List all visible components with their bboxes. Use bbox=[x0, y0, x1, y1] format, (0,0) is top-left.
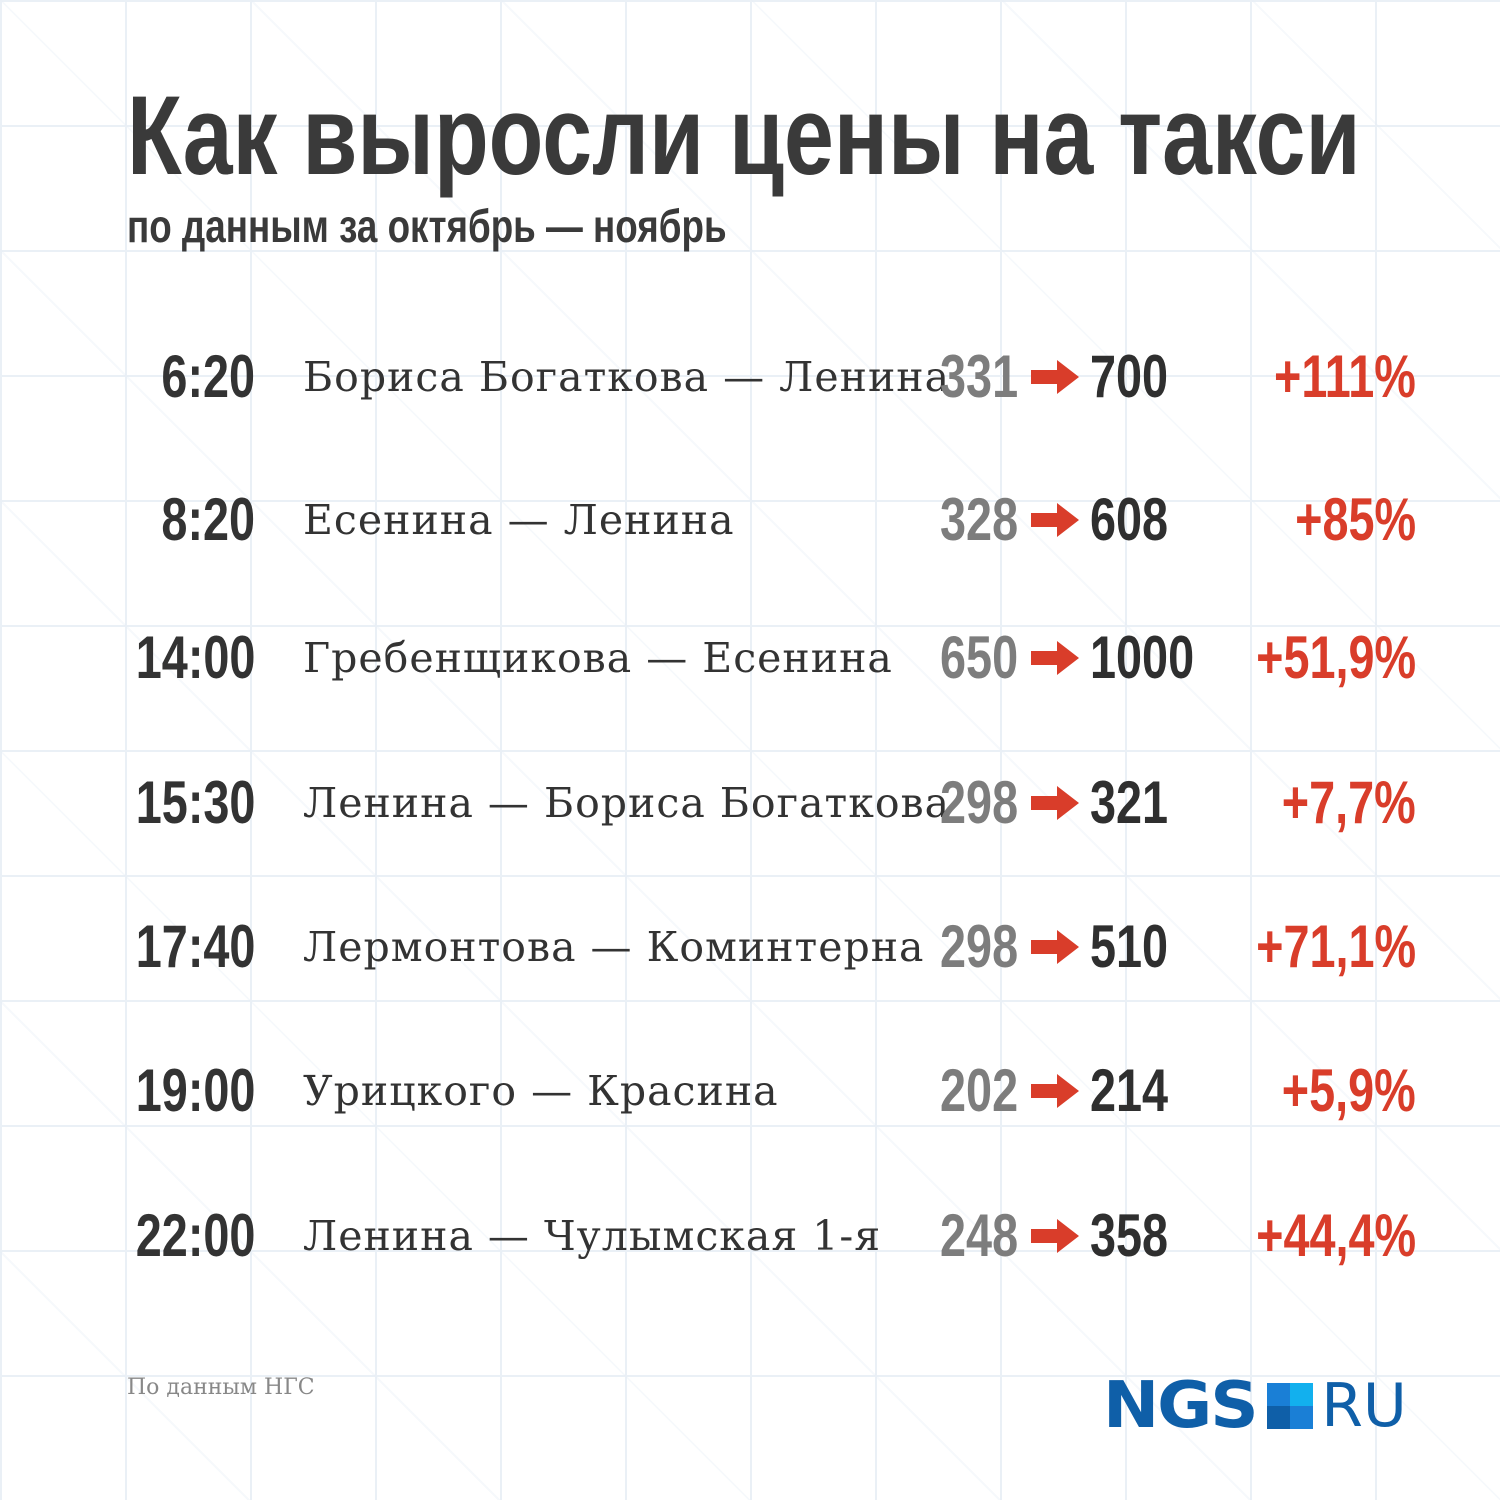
new-price-text: 321 bbox=[1090, 769, 1169, 836]
table-row: 8:20 Есенина — Ленина 328 608 +85% bbox=[0, 490, 1500, 550]
new-price-text: 608 bbox=[1090, 486, 1169, 553]
time: 14:00 bbox=[102, 628, 255, 688]
new-price-text: 1000 bbox=[1090, 624, 1195, 691]
arrow-right-icon bbox=[1031, 1219, 1079, 1253]
arrow-right-icon bbox=[1031, 1074, 1079, 1108]
time-text: 15:30 bbox=[135, 769, 255, 836]
time: 19:00 bbox=[102, 1061, 255, 1121]
route: Гребенщикова — Есенина bbox=[303, 634, 893, 682]
change-text: +5,9% bbox=[1281, 1057, 1416, 1124]
route: Ленина — Бориса Богаткова bbox=[303, 779, 951, 827]
logo-squares-icon bbox=[1267, 1383, 1314, 1429]
table-row: 15:30 Ленина — Бориса Богаткова 298 321 … bbox=[0, 773, 1500, 833]
change-percent: +5,9% bbox=[1244, 1061, 1416, 1121]
logo-ngs: NGS bbox=[1103, 1369, 1259, 1443]
old-price: 298 bbox=[918, 773, 1018, 833]
new-price: 510 bbox=[1090, 917, 1190, 977]
table-row: 19:00 Урицкого — Красина 202 214 +5,9% bbox=[0, 1061, 1500, 1121]
change-percent: +44,4% bbox=[1211, 1206, 1416, 1266]
time-text: 6:20 bbox=[161, 343, 255, 410]
route: Есенина — Ленина bbox=[303, 496, 735, 544]
subtitle-text: по данным за октябрь — ноябрь bbox=[127, 200, 727, 252]
new-price: 700 bbox=[1090, 347, 1190, 407]
time: 6:20 bbox=[135, 347, 255, 407]
route: Урицкого — Красина bbox=[303, 1067, 779, 1115]
arrow-right-icon bbox=[1031, 786, 1079, 820]
source-note: По данным НГС bbox=[127, 1375, 315, 1400]
new-price-text: 358 bbox=[1090, 1202, 1169, 1269]
logo-ru: RU bbox=[1321, 1371, 1407, 1441]
old-price: 331 bbox=[918, 347, 1018, 407]
old-price-text: 650 bbox=[939, 624, 1018, 691]
change-text: +7,7% bbox=[1281, 769, 1416, 836]
new-price: 1000 bbox=[1090, 628, 1223, 688]
old-price-text: 328 bbox=[939, 486, 1018, 553]
subtitle: по данным за октябрь — ноябрь bbox=[127, 203, 876, 249]
arrow-right-icon bbox=[1031, 360, 1079, 394]
time-text: 19:00 bbox=[135, 1057, 255, 1124]
old-price-text: 298 bbox=[939, 769, 1018, 836]
change-text: +85% bbox=[1294, 486, 1416, 553]
time-text: 22:00 bbox=[135, 1202, 255, 1269]
route: Ленина — Чулымская 1-я bbox=[303, 1212, 882, 1260]
old-price: 248 bbox=[918, 1206, 1018, 1266]
change-percent: +7,7% bbox=[1244, 773, 1416, 833]
ngs-logo: NGS RU bbox=[1103, 1369, 1407, 1443]
arrow-right-icon bbox=[1031, 930, 1079, 964]
new-price-text: 700 bbox=[1090, 343, 1169, 410]
new-price-text: 214 bbox=[1090, 1057, 1169, 1124]
change-text: +44,4% bbox=[1255, 1202, 1416, 1269]
time-text: 14:00 bbox=[135, 624, 255, 691]
old-price-text: 331 bbox=[939, 343, 1018, 410]
table-row: 6:20 Бориса Богаткова — Ленина 331 700 +… bbox=[0, 347, 1500, 407]
table-row: 22:00 Ленина — Чулымская 1-я 248 358 +44… bbox=[0, 1206, 1500, 1266]
old-price: 650 bbox=[918, 628, 1018, 688]
time-text: 17:40 bbox=[135, 913, 255, 980]
time: 15:30 bbox=[102, 773, 255, 833]
new-price-text: 510 bbox=[1090, 913, 1169, 980]
page-title: Как выросли цены на такси bbox=[127, 80, 1500, 192]
change-percent: +111% bbox=[1234, 347, 1416, 407]
route: Бориса Богаткова — Ленина bbox=[303, 353, 951, 401]
old-price: 298 bbox=[918, 917, 1018, 977]
new-price: 608 bbox=[1090, 490, 1190, 550]
old-price: 328 bbox=[918, 490, 1018, 550]
old-price: 202 bbox=[918, 1061, 1018, 1121]
old-price-text: 202 bbox=[939, 1057, 1018, 1124]
change-percent: +85% bbox=[1261, 490, 1416, 550]
change-text: +111% bbox=[1274, 343, 1416, 410]
old-price-text: 248 bbox=[939, 1202, 1018, 1269]
change-percent: +71,1% bbox=[1211, 917, 1416, 977]
change-percent: +51,9% bbox=[1211, 628, 1416, 688]
table-row: 17:40 Лермонтова — Коминтерна 298 510 +7… bbox=[0, 917, 1500, 977]
arrow-right-icon bbox=[1031, 503, 1079, 537]
time-text: 8:20 bbox=[161, 486, 255, 553]
arrow-right-icon bbox=[1031, 641, 1079, 675]
table-row: 14:00 Гребенщикова — Есенина 650 1000 +5… bbox=[0, 628, 1500, 688]
time: 8:20 bbox=[135, 490, 255, 550]
route: Лермонтова — Коминтерна bbox=[303, 923, 925, 971]
new-price: 321 bbox=[1090, 773, 1190, 833]
new-price: 358 bbox=[1090, 1206, 1190, 1266]
new-price: 214 bbox=[1090, 1061, 1190, 1121]
time: 17:40 bbox=[102, 917, 255, 977]
old-price-text: 298 bbox=[939, 913, 1018, 980]
title-text: Как выросли цены на такси bbox=[127, 73, 1361, 198]
change-text: +71,1% bbox=[1255, 913, 1416, 980]
change-text: +51,9% bbox=[1255, 624, 1416, 691]
time: 22:00 bbox=[102, 1206, 255, 1266]
